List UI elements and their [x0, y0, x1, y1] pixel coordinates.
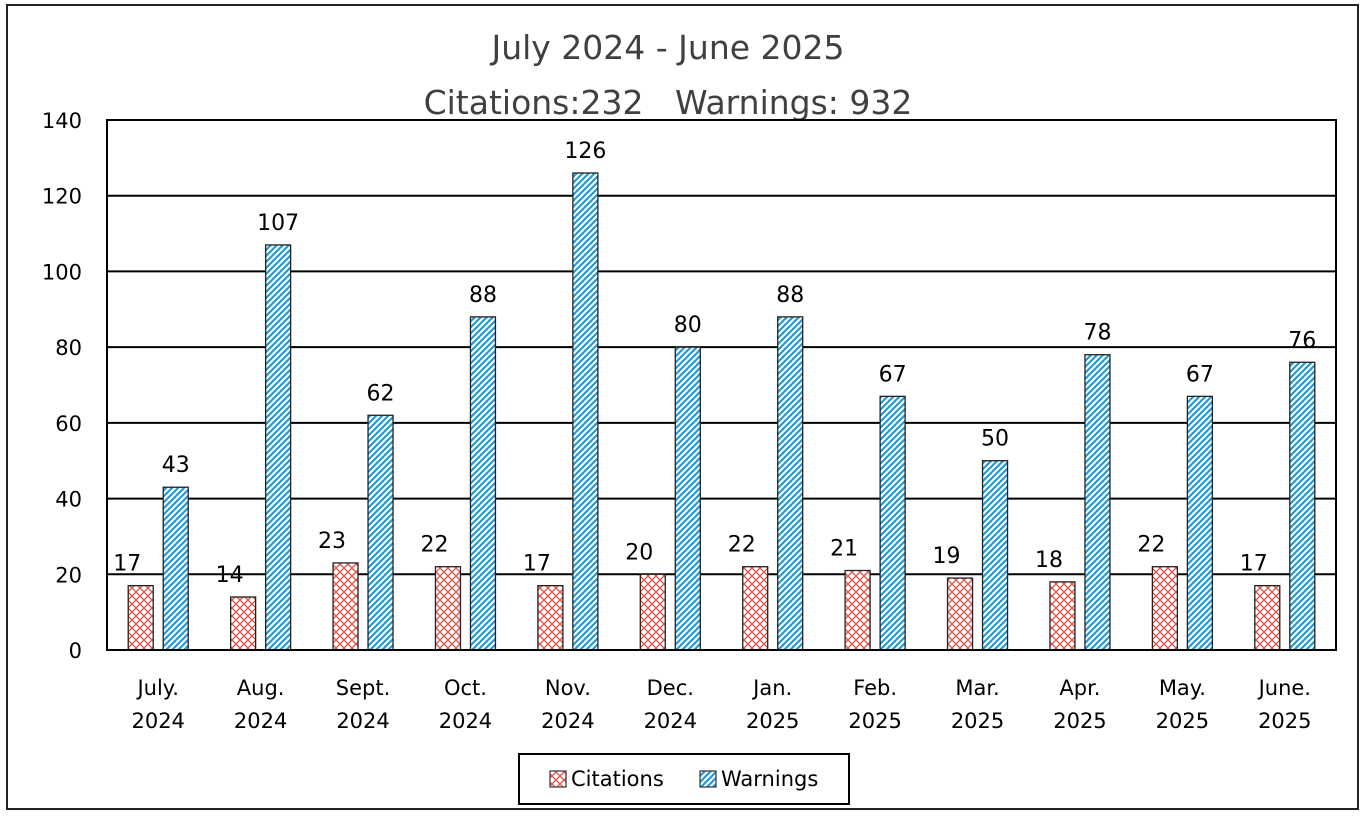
data-label-citations: 17 [1240, 552, 1268, 577]
bar-citations [332, 562, 359, 651]
data-label-warnings: 107 [257, 211, 299, 236]
chart-subtitle: Citations:232 Warnings: 932 [424, 83, 913, 122]
x-category-month: Sept. [336, 676, 391, 700]
x-category-month: July. [135, 676, 178, 700]
y-tick-label: 80 [55, 336, 82, 360]
bar-citations [946, 577, 974, 651]
x-category-month: May. [1159, 676, 1206, 700]
x-category-year: 2024 [541, 709, 594, 733]
legend-label-citations: Citations [571, 767, 664, 791]
x-category-month: Mar. [955, 676, 999, 700]
y-tick-label: 100 [42, 260, 82, 284]
x-category-month: Aug. [237, 676, 285, 700]
bar-warnings [469, 316, 497, 651]
y-tick-label: 20 [55, 563, 82, 587]
data-label-warnings: 50 [981, 427, 1009, 452]
data-label-citations: 17 [523, 552, 551, 577]
bars [127, 172, 1316, 651]
data-label-warnings: 67 [1186, 362, 1214, 387]
x-category-year: 2024 [131, 709, 184, 733]
data-label-citations: 18 [1035, 548, 1063, 573]
y-axis-ticks: 0 20 40 60 80 100 120 140 [42, 109, 82, 663]
x-category-month: Jan. [751, 676, 792, 700]
bar-citations [434, 566, 462, 651]
bar-warnings [162, 486, 189, 651]
data-label-citations: 17 [113, 552, 141, 577]
y-tick-label: 140 [42, 109, 82, 133]
x-category-month: Feb. [853, 676, 897, 700]
legend-box [518, 753, 850, 805]
data-label-citations: 22 [420, 533, 448, 558]
bar-warnings [981, 460, 1009, 651]
x-category-year: 2024 [644, 709, 697, 733]
bar-citations [1254, 584, 1281, 651]
data-label-warnings: 43 [162, 453, 190, 478]
data-label-warnings: 78 [1083, 321, 1111, 346]
x-category-year: 2025 [848, 709, 901, 733]
data-label-citations: 23 [318, 529, 346, 554]
x-category-year: 2025 [1258, 709, 1311, 733]
legend-swatch-warnings [699, 770, 717, 788]
data-label-warnings: 67 [879, 362, 907, 387]
x-category-month: June. [1257, 676, 1311, 700]
data-label-warnings: 126 [564, 139, 606, 164]
y-tick-label: 40 [55, 488, 82, 512]
data-label-warnings: 62 [367, 381, 395, 406]
data-labels: 17 43 14 107 23 62 22 88 17 126 20 80 22 88 21 67 19 50 18… [113, 139, 1316, 588]
data-label-citations: 22 [1137, 533, 1165, 558]
y-tick-label: 120 [42, 185, 82, 209]
bar-warnings [1084, 354, 1111, 651]
bar-citations [844, 569, 871, 651]
bar-citations [1049, 581, 1076, 651]
x-axis-categories: July. 2024 Aug. 2024 Sept. 2024 Oct. 2024 Nov. 20… [131, 676, 1311, 733]
x-category-year: 2025 [951, 709, 1004, 733]
legend-label-warnings: Warnings [721, 767, 818, 791]
data-label-warnings: 76 [1288, 328, 1316, 353]
x-category-year: 2025 [1053, 709, 1106, 733]
bar-warnings [367, 414, 394, 651]
bar-warnings [1186, 395, 1214, 651]
x-category-month: Nov. [545, 676, 591, 700]
legend-swatch-citations [549, 770, 567, 788]
bar-citations [742, 566, 769, 651]
bar-warnings [674, 346, 701, 651]
x-category-month: Apr. [1059, 676, 1100, 700]
data-label-citations: 22 [728, 533, 756, 558]
chart-title: July 2024 - June 2025 [489, 28, 844, 67]
x-category-year: 2024 [439, 709, 492, 733]
data-label-citations: 21 [830, 537, 858, 562]
x-category-year: 2025 [746, 709, 799, 733]
y-tick-label: 0 [69, 639, 82, 663]
x-category-month: Dec. [647, 676, 694, 700]
data-label-citations: 20 [625, 540, 653, 565]
x-category-year: 2024 [336, 709, 389, 733]
bar-warnings [1289, 361, 1316, 651]
bar-citations [127, 584, 154, 651]
gridlines [107, 119, 1336, 651]
bar-warnings [777, 316, 804, 651]
data-label-warnings: 88 [776, 283, 804, 308]
x-category-month: Oct. [444, 676, 487, 700]
bar-citations [639, 573, 666, 651]
x-category-year: 2024 [234, 709, 287, 733]
data-label-citations: 19 [933, 544, 961, 569]
bar-citations [1151, 566, 1179, 651]
bar-warnings [572, 172, 599, 651]
plot-area-border [106, 119, 1337, 651]
legend: Citations Warnings [518, 753, 850, 805]
bar-warnings [264, 244, 292, 651]
bar-citations [229, 596, 257, 651]
data-label-warnings: 88 [469, 283, 497, 308]
data-label-citations: 14 [216, 563, 244, 588]
data-label-warnings: 80 [674, 313, 702, 338]
x-category-year: 2025 [1156, 709, 1209, 733]
y-tick-label: 60 [55, 412, 82, 436]
bar-warnings [879, 395, 906, 651]
bar-citations [537, 584, 564, 651]
